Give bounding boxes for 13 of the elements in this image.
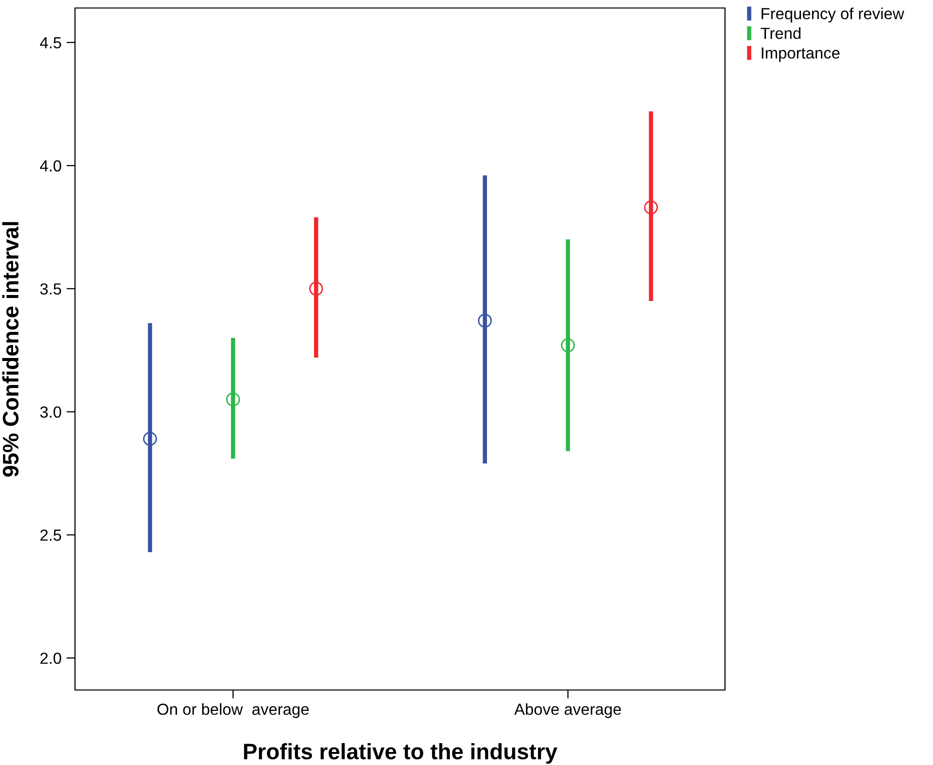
legend-label: Trend (760, 27, 800, 39)
y-tick-label: 3.5 (40, 283, 62, 295)
legend-label: Frequency of review (762, 8, 904, 22)
x-tick-label: Above average (514, 703, 621, 718)
x-axis-title: Profits relative to the industry (244, 743, 558, 764)
y-tick-label: 2.5 (40, 530, 62, 541)
x-tick-label: On or below average (157, 703, 309, 718)
y-tick-label: 4.0 (40, 160, 62, 172)
y-axis-title: 95% Confidence interval (2, 222, 19, 477)
y-tick-label: 2.0 (40, 652, 62, 664)
y-tick-label: 3.0 (40, 406, 62, 418)
legend-label: Importance (762, 48, 840, 62)
y-tick-label: 4.5 (40, 37, 62, 48)
